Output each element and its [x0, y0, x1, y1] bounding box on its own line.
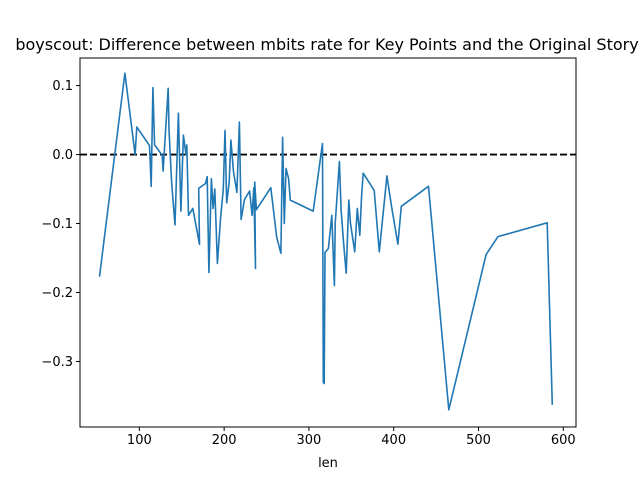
- y-axis: 0.1 0.0 −0.1 −0.2 −0.3: [41, 79, 80, 370]
- x-tick-label: 100: [127, 433, 152, 448]
- x-tick-label: 300: [297, 433, 322, 448]
- series-line: [98, 72, 554, 411]
- x-axis-label: len: [318, 456, 338, 471]
- y-tick-label: −0.3: [41, 355, 73, 370]
- y-tick-label: −0.2: [41, 286, 73, 301]
- x-tick-label: 500: [466, 433, 491, 448]
- chart-title: boyscout: Difference between mbits rate …: [15, 35, 638, 54]
- y-tick-label: 0.0: [52, 148, 73, 163]
- plot-frame: [79, 57, 577, 428]
- y-tick-label: −0.1: [41, 217, 73, 232]
- x-tick-label: 200: [212, 433, 237, 448]
- y-tick-label: 0.1: [52, 79, 73, 94]
- x-axis: 100 200 300 400 500 600: [127, 427, 576, 448]
- x-tick-label: 400: [381, 433, 406, 448]
- x-tick-label: 600: [551, 433, 576, 448]
- plot-area: [79, 57, 577, 428]
